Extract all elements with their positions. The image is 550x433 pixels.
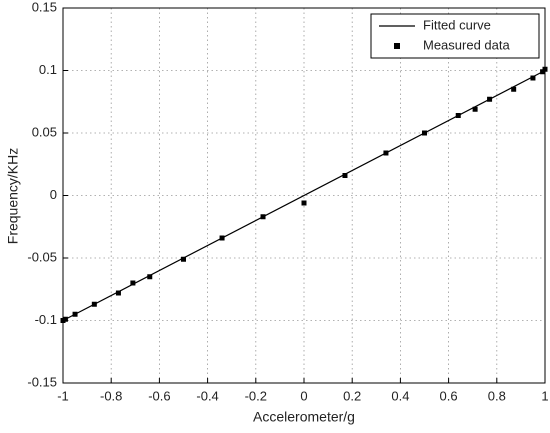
fitted-line <box>62 69 546 322</box>
data-point <box>72 311 78 317</box>
data-point <box>487 96 493 102</box>
data-point <box>342 173 348 178</box>
data-point <box>301 200 307 206</box>
y-tick-label: 0 <box>50 187 57 202</box>
data-point <box>62 316 68 322</box>
data-point <box>542 66 548 72</box>
x-tick-label: 0.2 <box>343 388 361 403</box>
legend-swatch <box>394 43 400 49</box>
legend-box <box>370 13 540 59</box>
y-tick-label: 0.05 <box>32 124 57 139</box>
data-point <box>147 274 153 280</box>
x-tick-label: -0.6 <box>148 388 170 403</box>
x-tick-label: -1 <box>57 388 69 403</box>
data-point <box>130 280 136 286</box>
data-point <box>511 86 517 92</box>
x-axis-label: Accelerometer/g <box>253 409 355 425</box>
y-axis-label: Frequency/KHz <box>5 148 21 244</box>
data-point <box>91 301 97 307</box>
data-point <box>472 106 478 112</box>
x-tick-label: -0.4 <box>196 388 218 403</box>
y-tick-label: -0.1 <box>35 312 57 327</box>
x-tick-label: 0.4 <box>391 388 409 403</box>
x-tick-label: -0.2 <box>245 388 267 403</box>
legend-label: Measured data <box>423 37 510 52</box>
data-point <box>422 130 427 136</box>
data-point <box>181 256 186 262</box>
legend-label: Fitted curve <box>423 17 491 32</box>
x-tick-label: 1 <box>541 388 548 403</box>
data-point <box>455 113 461 118</box>
x-tick-label: 0.6 <box>440 388 458 403</box>
x-tick-label: -0.8 <box>100 388 122 403</box>
data-point <box>219 235 225 241</box>
data-point <box>260 214 266 220</box>
data-point <box>530 75 536 81</box>
x-tick-label: 0.8 <box>488 388 506 403</box>
y-tick-label: 0.15 <box>32 0 57 14</box>
y-tick-label: -0.05 <box>27 249 57 264</box>
data-point <box>115 290 121 296</box>
plot-frame <box>62 7 546 384</box>
y-tick-label: -0.15 <box>27 374 57 389</box>
x-tick-label: 0 <box>300 388 307 403</box>
data-point <box>383 150 389 156</box>
y-tick-label: 0.1 <box>39 62 57 77</box>
